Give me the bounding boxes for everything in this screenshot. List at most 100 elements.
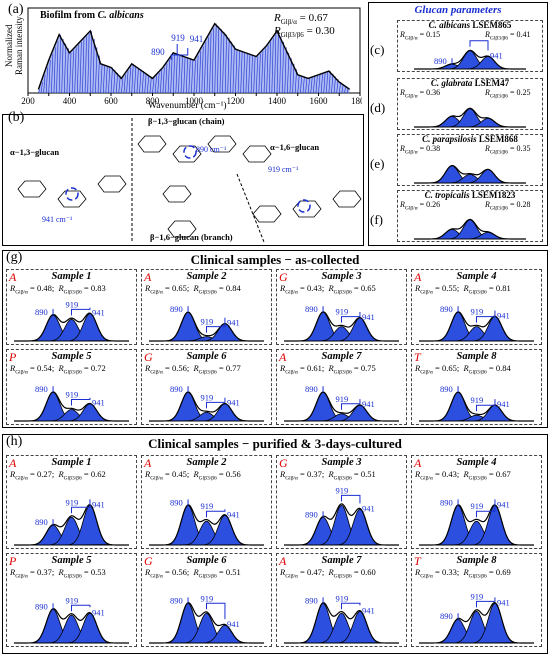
peak-label-919: 919 [464,39,477,41]
panel-g-frame [2,250,548,428]
envelope [149,601,264,644]
species-letter: P [9,554,17,568]
peak-label-919: 919 [201,392,214,402]
peak-label-941: 941 [362,503,375,513]
peak-label-941: 941 [92,398,105,408]
spectrum-line [37,22,351,90]
envelope [14,607,129,644]
sample-peaks: 890 919 941 [149,497,264,546]
peak-label-890: 890 [35,307,48,317]
x-tick-label: 1000 [185,96,204,106]
glucan-panel-letter: (e) [370,156,385,171]
glucose-ring [207,135,237,153]
peak-label-890: 890 [440,611,453,621]
sample-name: Sample 3 [321,457,362,468]
glucan-ratio-1: RGlβ/α = 0.36 [400,88,441,100]
peak-label: 919 [171,33,185,43]
vibration-arrow [297,199,311,213]
marker-919-941 [71,604,91,612]
sample-peaks: 890 919 941 [419,497,534,546]
peak-label-919: 919 [471,501,484,511]
peak-label-919: 919 [471,307,484,317]
glucose-ring [332,190,362,208]
sample-card [276,349,407,425]
peak-label-919: 919 [201,501,214,511]
panel-h-title: Clinical samples − purified & 3-days-cul… [148,436,402,451]
species-letter: A [144,270,152,284]
peak-label-919: 919 [201,317,214,327]
peak-label-890: 890 [170,304,183,314]
sample-name: Sample 2 [186,271,227,282]
sample-ratios: RGlβ/α = 0.37; RGlβ3/β6 = 0.51 [280,469,376,482]
sample-card [276,455,407,549]
marker-919-941 [206,602,226,620]
glucan-peaks [414,164,526,184]
peak-label-919: 919 [66,595,79,605]
sample-peaks: 890 919 941 [14,497,129,546]
species-letter: T [414,350,421,364]
marker-919-941 [341,494,361,504]
species-letter: G [279,456,288,470]
sample-ratios: RGlβ/α = 0.65; RGlβ3/β6 = 0.84 [145,283,241,296]
glucan-panel-title: C. parapsilosis LSEM868 [422,134,518,144]
sample-ratios: RGlβ/α = 0.56; RGlβ3/β6 = 0.77 [145,363,241,376]
peak-label-890: 890 [440,497,453,507]
envelope [14,391,129,422]
sample-name: Sample 4 [456,271,497,282]
envelope [149,311,264,342]
sample-peaks: 890 919 941 [419,384,534,422]
sample-ratios: RGlβ/α = 0.43; RGlβ3/β6 = 0.65 [280,283,376,296]
sample-card [411,269,542,345]
envelope [414,107,526,128]
species-letter: A [279,554,287,568]
species-letter: A [279,350,287,364]
vibration-arrow [65,187,79,201]
envelope [419,391,534,422]
glucan-panel-title: C. glabrata LSEM47 [430,78,510,88]
glucan-panel-2 [397,78,543,130]
sample-ratios: RGlβ/α = 0.56; RGlβ3/β6 = 0.51 [145,567,241,580]
marker-919-941 [476,597,496,608]
x-tick-label: 600 [104,96,118,106]
peak-label-919: 919 [471,395,484,405]
panel-h-frame [2,434,548,654]
sample-card [276,269,407,345]
sample-peaks: 890 919 941 [14,384,129,422]
sample-peaks: 890 919 941 [149,593,264,644]
peak-bracket [170,48,189,60]
sample-peaks: 890 919 941 [14,595,129,644]
sample-name: Sample 6 [186,555,227,566]
panel-a-label: (a) [8,2,24,17]
panel-g-title: Clinical samples − as-collected [190,252,360,267]
glucan-panel-title: C. tropicalis LSEM1823 [424,190,516,200]
glucan-peaks: 890 919 941 [414,39,526,70]
peak-label-890: 890 [35,601,48,611]
peak-label-941: 941 [92,308,105,318]
w919-label: 919 cm⁻¹ [268,165,299,174]
glucan-ratio-1: RGlβ/α = 0.26 [400,200,441,212]
species-letter: T [414,554,421,568]
marker-919-941 [469,40,489,51]
spectrum-fill [38,23,350,93]
peak-label-941: 941 [92,499,105,509]
peak-label-941: 941 [362,605,375,615]
x-tick-label: 800 [146,96,160,106]
peak-label-919: 919 [336,593,349,603]
species-letter: A [144,456,152,470]
sample-card [6,349,137,425]
peak-label-890: 890 [170,595,183,605]
peak-label: 890 [151,47,165,57]
marker-919-941 [476,310,496,323]
envelope [149,504,264,546]
glucose-ring [172,145,202,163]
peak-label-890: 890 [170,497,183,507]
glucose-ring [167,220,197,238]
sample-ratios: RGlβ/α = 0.54; RGlβ3/β6 = 0.72 [10,363,106,376]
sample-ratios: RGlβ/α = 0.55; RGlβ3/β6 = 0.81 [415,283,511,296]
marker-919-941 [71,499,91,514]
a16-label: α−1,6−glucan [270,142,320,152]
species-letter: G [144,350,153,364]
peak-label-890: 890 [170,384,183,394]
x-tick-label: 1600 [310,96,329,106]
glucan-panel-letter: (c) [370,42,385,57]
